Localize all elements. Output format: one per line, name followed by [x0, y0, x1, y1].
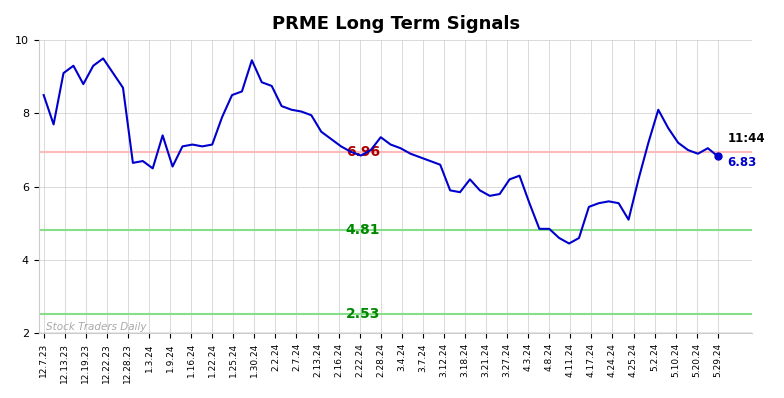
Title: PRME Long Term Signals: PRME Long Term Signals: [271, 15, 520, 33]
Text: 2.53: 2.53: [346, 307, 380, 321]
Text: 4.81: 4.81: [346, 223, 380, 237]
Text: 11:44: 11:44: [728, 132, 765, 145]
Text: Stock Traders Daily: Stock Traders Daily: [45, 322, 147, 332]
Text: 6.96: 6.96: [346, 144, 379, 158]
Text: 6.83: 6.83: [728, 156, 757, 169]
